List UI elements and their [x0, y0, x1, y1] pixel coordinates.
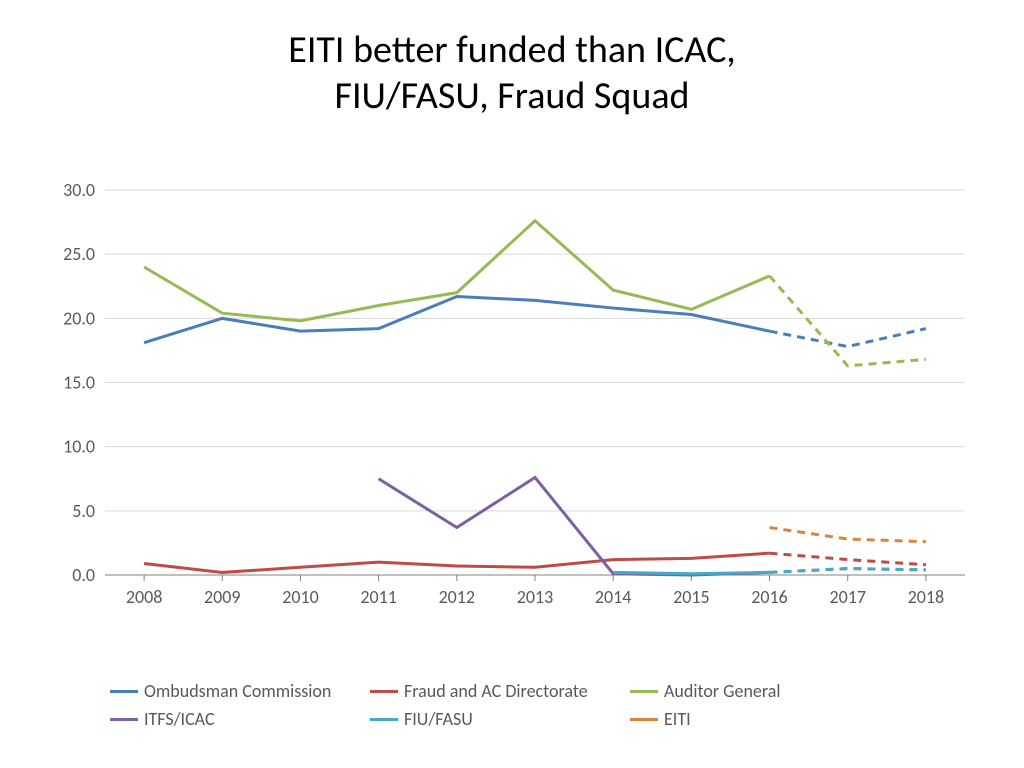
- x-tick-label: 2010: [282, 586, 319, 608]
- line-chart: 0.0 5.0 10.0 15.0 20.0 25.0 30.0 2008 2009 2010 20…: [50, 180, 980, 620]
- chart-legend: Ombudsman Commission Fraud and AC Directo…: [110, 680, 910, 736]
- x-tick-label: 2014: [595, 586, 632, 608]
- legend-swatch: [630, 718, 658, 721]
- x-tick-label: 2009: [204, 586, 241, 608]
- x-tick-label: 2008: [126, 586, 163, 608]
- y-tick-label: 20.0: [63, 307, 95, 329]
- series-line-solid: [613, 572, 769, 573]
- y-tick-label: 5.0: [72, 500, 95, 522]
- y-tick-label: 15.0: [63, 372, 95, 394]
- series-line-dashed: [770, 329, 926, 347]
- series-line-solid: [379, 477, 770, 575]
- series-line-dashed: [770, 553, 926, 565]
- legend-swatch: [110, 718, 138, 721]
- legend-item: EITI: [630, 708, 890, 730]
- title-line-2: FIU/FASU, Fraud Squad: [334, 73, 689, 119]
- x-tick-label: 2013: [517, 586, 554, 608]
- legend-label: EITI: [664, 708, 691, 730]
- series-line-solid: [144, 297, 769, 343]
- x-tick-label: 2018: [908, 586, 945, 608]
- legend-item: FIU/FASU: [370, 708, 630, 730]
- x-tick-label: 2011: [360, 586, 397, 608]
- legend-swatch: [370, 718, 398, 721]
- series-line-dashed: [770, 569, 926, 573]
- legend-row: ITFS/ICAC FIU/FASU EITI: [110, 708, 910, 730]
- y-tick-label: 25.0: [63, 243, 95, 265]
- legend-label: Fraud and AC Directorate: [404, 680, 588, 702]
- legend-label: Auditor General: [664, 680, 781, 702]
- x-tick-label: 2017: [829, 586, 866, 608]
- legend-label: Ombudsman Commission: [144, 680, 331, 702]
- title-line-1: EITI better funded than ICAC,: [288, 27, 735, 73]
- chart-svg: 0.0 5.0 10.0 15.0 20.0 25.0 30.0 2008 2009 2010 20…: [50, 180, 980, 620]
- series-line-dashed: [770, 528, 926, 542]
- x-tick-label: 2012: [439, 586, 476, 608]
- legend-item: Fraud and AC Directorate: [370, 680, 630, 702]
- slide-container: EITI better funded than ICAC, FIU/FASU, …: [0, 0, 1024, 768]
- legend-item: Auditor General: [630, 680, 890, 702]
- series-line-solid: [144, 553, 769, 572]
- series-line-solid: [144, 221, 769, 321]
- chart-title: EITI better funded than ICAC, FIU/FASU, …: [0, 0, 1024, 119]
- y-tick-label: 0.0: [72, 564, 95, 586]
- legend-item: Ombudsman Commission: [110, 680, 370, 702]
- legend-swatch: [110, 690, 138, 693]
- x-tick-label: 2015: [673, 586, 710, 608]
- legend-swatch: [630, 690, 658, 693]
- y-tick-label: 10.0: [63, 436, 95, 458]
- series-line-dashed: [770, 276, 926, 366]
- legend-label: FIU/FASU: [404, 708, 473, 730]
- legend-row: Ombudsman Commission Fraud and AC Directo…: [110, 680, 910, 702]
- legend-label: ITFS/ICAC: [144, 708, 215, 730]
- legend-item: ITFS/ICAC: [110, 708, 370, 730]
- x-tick-label: 2016: [751, 586, 788, 608]
- legend-swatch: [370, 690, 398, 693]
- y-tick-label: 30.0: [63, 180, 95, 201]
